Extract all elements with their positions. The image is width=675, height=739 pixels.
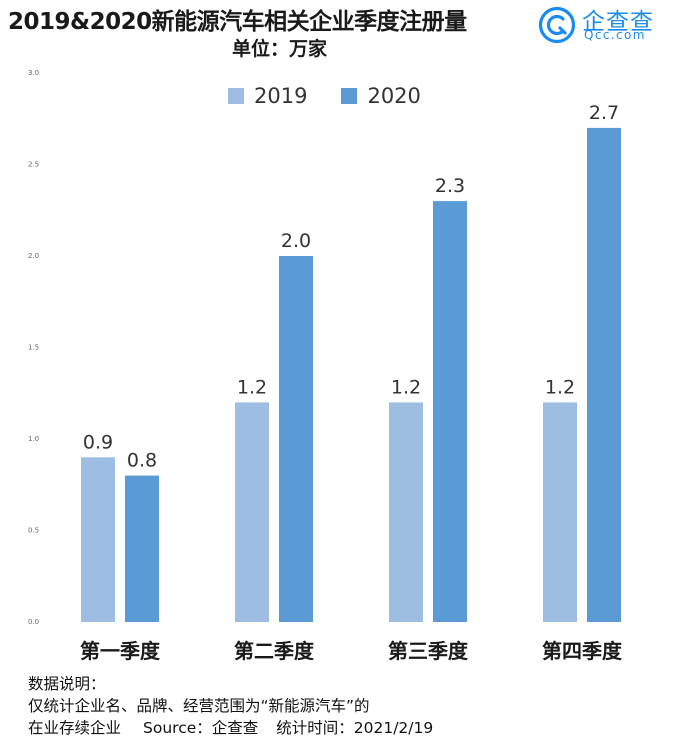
y-tick-label: 0.5 (28, 527, 39, 535)
x-tick-label: 第二季度 (234, 639, 315, 663)
bar-2019-q2 (235, 402, 269, 622)
legend-label-2020: 2020 (367, 84, 421, 108)
brand-name: 企查查 (582, 9, 654, 35)
notes-date: 统计时间：2021/2/19 (276, 719, 434, 737)
bar-2019-q3 (389, 402, 423, 622)
legend-swatch-2019 (228, 88, 244, 104)
data-label-2019-q2: 1.2 (237, 376, 267, 398)
bar-2019-q4 (543, 402, 577, 622)
qcc-logo-icon (538, 6, 576, 44)
bar-2020-q4 (587, 127, 621, 623)
notes-line-2: 在业存续企业 Source：企查查 统计时间：2021/2/19 (28, 717, 433, 739)
notes-line-1: 仅统计企业名、品牌、经营范围为“新能源汽车”的 (28, 697, 370, 715)
y-tick-label: 1.0 (28, 435, 39, 443)
brand-domain: Qcc.com (584, 28, 646, 42)
legend-item-2020: 2020 (341, 84, 421, 108)
chart-title: 2019&2020新能源汽车相关企业季度注册量 (8, 9, 467, 35)
x-tick-label: 第一季度 (80, 639, 161, 663)
y-tick-label: 2.5 (28, 161, 39, 169)
x-tick-label: 第三季度 (388, 639, 469, 663)
bar-2020-q2 (279, 256, 313, 622)
y-tick-label: 1.5 (28, 344, 39, 352)
data-label-2020-q4: 2.7 (589, 102, 619, 124)
chart-legend: 2019 2020 (228, 84, 455, 108)
legend-swatch-2020 (341, 88, 358, 104)
bar-2019-q1 (81, 457, 115, 622)
brand-logo: 企查查 Qcc.com (538, 4, 668, 44)
data-notes: 数据说明： 仅统计企业名、品牌、经营范围为“新能源汽车”的 在业存续企业 Sour… (28, 673, 433, 739)
bar-2020-q3 (433, 201, 467, 622)
y-tick-label: 2.0 (28, 252, 39, 260)
legend-label-2019: 2019 (254, 84, 308, 108)
data-label-2019-q3: 1.2 (391, 376, 421, 398)
data-label-2020-q3: 2.3 (435, 175, 465, 197)
data-label-2020-q1: 0.8 (127, 450, 157, 472)
legend-item-2019: 2019 (228, 84, 307, 108)
chart-unit: 单位：万家 (232, 38, 328, 60)
data-label-2020-q2: 2.0 (281, 230, 311, 252)
data-label-2019-q1: 0.9 (83, 431, 113, 453)
x-tick-label: 第四季度 (542, 639, 623, 663)
y-tick-label: 0.0 (28, 618, 39, 626)
notes-source: Source：企查查 (143, 719, 259, 737)
notes-heading: 数据说明： (28, 675, 106, 693)
notes-scope: 在业存续企业 (28, 719, 122, 737)
y-tick-label: 3.0 (28, 69, 39, 77)
bar-2020-q1 (125, 475, 159, 622)
data-label-2019-q4: 1.2 (545, 376, 575, 398)
